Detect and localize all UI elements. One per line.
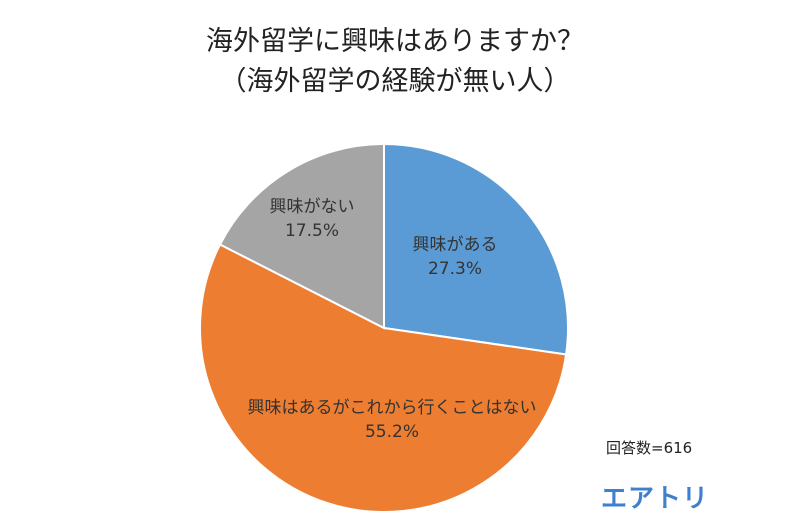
sample-size-note: 回答数=616 (606, 439, 693, 457)
slice-label-interested: 興味がある (413, 235, 498, 255)
brand-logo: エアトリ (601, 484, 710, 514)
chart-title-line-2: （海外留学の経験が無い人） (219, 66, 571, 97)
slice-value-not-interested: 17.5% (285, 221, 339, 241)
chart-title-line-1: 海外留学に興味はありますか？ (206, 26, 584, 57)
chart-title: 海外留学に興味はありますか？ （海外留学の経験が無い人） (0, 22, 790, 102)
slice-value-interested: 27.3% (428, 259, 482, 279)
pie-slice-interested-but-not-going (199, 243, 568, 513)
slice-value-interested-but-not-going: 55.2% (365, 422, 419, 442)
slice-label-not-interested: 興味がない (270, 197, 355, 217)
pie-slice-not-interested (218, 142, 385, 330)
slice-label-interested-but-not-going: 興味はあるがこれから行くことはない (248, 398, 537, 418)
pie-slice-interested (383, 142, 569, 356)
